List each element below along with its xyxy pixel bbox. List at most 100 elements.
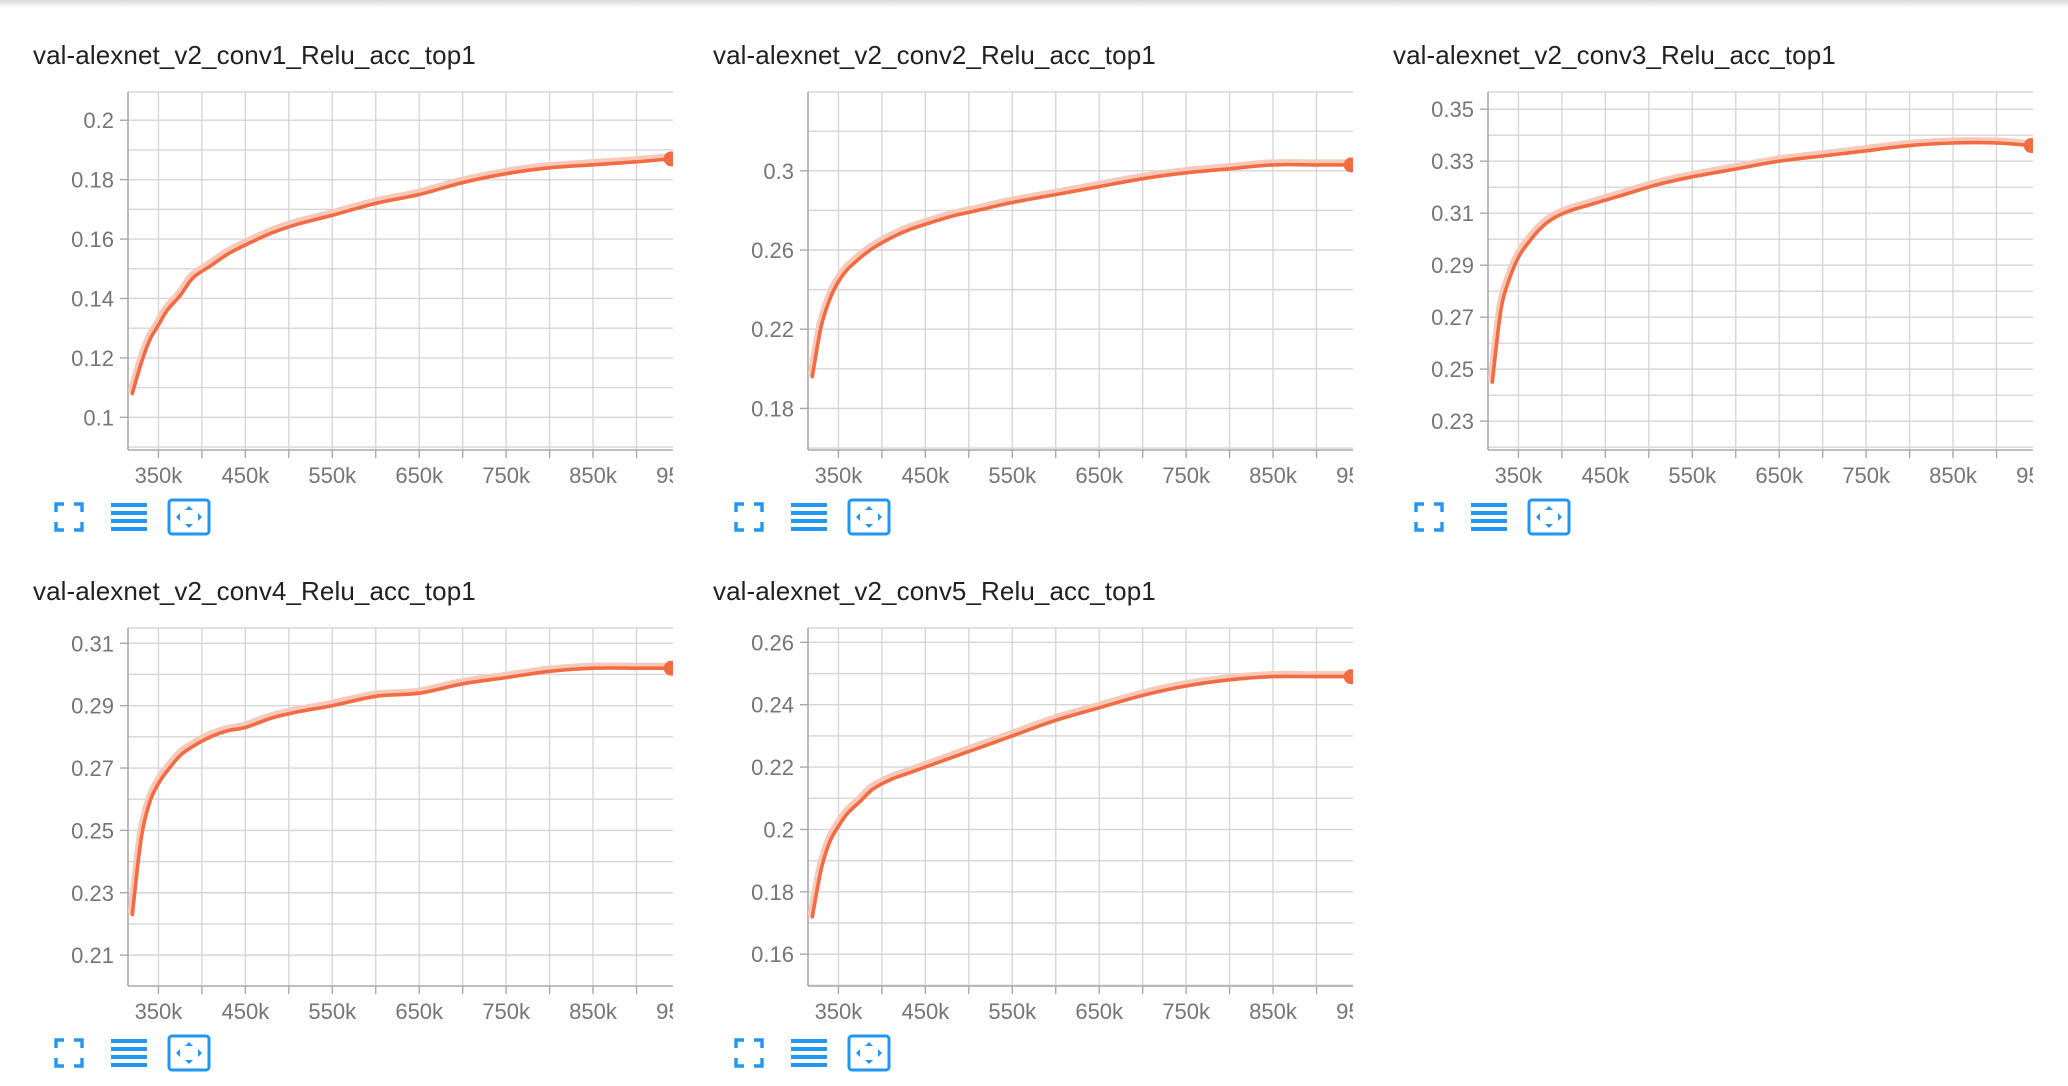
x-tick-label: 350k <box>135 999 184 1024</box>
x-tick-label: 550k <box>988 463 1037 488</box>
y-tick-label: 0.31 <box>1431 201 1474 226</box>
x-tick-label: 550k <box>1668 463 1717 488</box>
x-tick-label: 350k <box>815 999 864 1024</box>
y-tick-label: 0.2 <box>83 108 114 133</box>
series-last-point[interactable] <box>2023 138 2033 154</box>
data-table-button[interactable] <box>1467 495 1511 539</box>
y-tick-label: 0.25 <box>71 818 114 843</box>
x-tick-label: 650k <box>1075 463 1124 488</box>
x-tick-label: 450k <box>1581 463 1630 488</box>
chart-title: val-alexnet_v2_conv5_Relu_acc_top1 <box>713 576 1156 606</box>
fit-domain-button[interactable] <box>167 495 211 539</box>
chart-card: 0.21 0.23 0.25 0.27 0.29 0.31 350k 450k 550k 650k… <box>33 576 673 1086</box>
series-line-raw <box>807 159 1352 377</box>
series-last-point[interactable] <box>1343 157 1353 173</box>
x-tick-label: 350k <box>1495 463 1544 488</box>
data-table-button[interactable] <box>107 495 151 539</box>
fullscreen-button[interactable] <box>727 495 771 539</box>
fullscreen-icon <box>1413 501 1445 533</box>
chart-card: 0.23 0.25 0.27 0.29 0.31 0.33 0.35 350k 450k 550k… <box>1393 40 2033 550</box>
fullscreen-button[interactable] <box>47 1031 91 1075</box>
x-tick-label: 750k <box>1162 999 1211 1024</box>
data-table-icon <box>111 1037 147 1069</box>
x-tick-label: 850k <box>569 999 618 1024</box>
fit-domain-icon <box>847 498 891 536</box>
chart-card: 0.1 0.12 0.14 0.16 0.18 0.2 350k 450k 550k 650k 75… <box>33 40 673 550</box>
fit-domain-button[interactable] <box>847 1031 891 1075</box>
series-line-raw <box>1487 137 2032 382</box>
series-line[interactable] <box>130 157 673 396</box>
fullscreen-button[interactable] <box>727 1031 771 1075</box>
series-last-point[interactable] <box>1343 669 1353 685</box>
x-tick-label: 950k <box>656 463 673 488</box>
x-tick-label: 650k <box>395 463 444 488</box>
fit-domain-icon <box>167 1034 211 1072</box>
x-tick-label: 850k <box>569 463 618 488</box>
y-tick-label: 0.26 <box>751 238 794 263</box>
fit-domain-button[interactable] <box>847 495 891 539</box>
y-tick-label: 0.1 <box>83 405 114 430</box>
y-tick-label: 0.22 <box>751 317 794 342</box>
y-tick-label: 0.18 <box>71 168 114 193</box>
fullscreen-button[interactable] <box>47 495 91 539</box>
y-tick-label: 0.18 <box>751 880 794 905</box>
x-tick-label: 550k <box>988 999 1037 1024</box>
x-tick-label: 350k <box>135 463 184 488</box>
y-tick-label: 0.25 <box>1431 357 1474 382</box>
y-tick-label: 0.23 <box>1431 409 1474 434</box>
data-table-icon <box>791 501 827 533</box>
x-tick-label: 750k <box>1842 463 1891 488</box>
series-last-point[interactable] <box>663 660 673 676</box>
x-tick-label: 850k <box>1249 999 1298 1024</box>
x-tick-label: 450k <box>221 999 270 1024</box>
x-tick-label: 350k <box>815 463 864 488</box>
chart-title: val-alexnet_v2_conv2_Relu_acc_top1 <box>713 40 1156 70</box>
series-line[interactable] <box>130 666 673 917</box>
chart-card: 0.18 0.22 0.26 0.3 350k 450k 550k 650k 750k 850k 9… <box>713 40 1353 550</box>
series-line[interactable] <box>810 162 1353 379</box>
chart-plot[interactable]: 0.1 0.12 0.14 0.16 0.18 0.2 350k 450k 550k 650k 75… <box>33 40 673 500</box>
y-tick-label: 0.23 <box>71 881 114 906</box>
y-tick-label: 0.27 <box>1431 305 1474 330</box>
x-tick-label: 550k <box>308 999 357 1024</box>
top-bar-shadow <box>0 0 2068 8</box>
data-table-button[interactable] <box>787 1031 831 1075</box>
chart-plot[interactable]: 0.18 0.22 0.26 0.3 350k 450k 550k 650k 750k 850k 9… <box>713 40 1353 500</box>
x-tick-label: 650k <box>395 999 444 1024</box>
x-tick-label: 450k <box>901 463 950 488</box>
series-line[interactable] <box>810 674 1353 919</box>
data-table-button[interactable] <box>787 495 831 539</box>
y-tick-label: 0.16 <box>71 227 114 252</box>
y-tick-label: 0.16 <box>751 942 794 967</box>
chart-title: val-alexnet_v2_conv4_Relu_acc_top1 <box>33 576 476 606</box>
fullscreen-button[interactable] <box>1407 495 1451 539</box>
chart-plot[interactable]: 0.21 0.23 0.25 0.27 0.29 0.31 350k 450k 550k 650k… <box>33 576 673 1036</box>
fit-domain-button[interactable] <box>167 1031 211 1075</box>
series-last-point[interactable] <box>663 151 673 167</box>
fit-domain-icon <box>1527 498 1571 536</box>
y-tick-label: 0.33 <box>1431 149 1474 174</box>
y-tick-label: 0.22 <box>751 755 794 780</box>
y-tick-label: 0.29 <box>1431 253 1474 278</box>
chart-plot[interactable]: 0.16 0.18 0.2 0.22 0.24 0.26 350k 450k 550k 650k 7… <box>713 576 1353 1036</box>
chart-title: val-alexnet_v2_conv1_Relu_acc_top1 <box>33 40 476 70</box>
series-line-raw <box>807 670 1352 917</box>
chart-plot[interactable]: 0.23 0.25 0.27 0.29 0.31 0.33 0.35 350k 450k 550k… <box>1393 40 2033 500</box>
fullscreen-icon <box>53 501 85 533</box>
fit-domain-button[interactable] <box>1527 495 1571 539</box>
series-line-raw <box>127 662 672 915</box>
x-tick-label: 950k <box>1336 999 1353 1024</box>
x-tick-label: 750k <box>1162 463 1211 488</box>
series-line-raw <box>127 153 672 394</box>
data-table-button[interactable] <box>107 1031 151 1075</box>
x-tick-label: 950k <box>1336 463 1353 488</box>
chart-title: val-alexnet_v2_conv3_Relu_acc_top1 <box>1393 40 1836 70</box>
y-tick-label: 0.27 <box>71 756 114 781</box>
x-tick-label: 450k <box>221 463 270 488</box>
y-tick-label: 0.35 <box>1431 97 1474 122</box>
x-tick-label: 450k <box>901 999 950 1024</box>
y-tick-label: 0.3 <box>763 159 794 184</box>
x-tick-label: 850k <box>1249 463 1298 488</box>
series-line[interactable] <box>1490 140 2033 384</box>
y-tick-label: 0.12 <box>71 346 114 371</box>
